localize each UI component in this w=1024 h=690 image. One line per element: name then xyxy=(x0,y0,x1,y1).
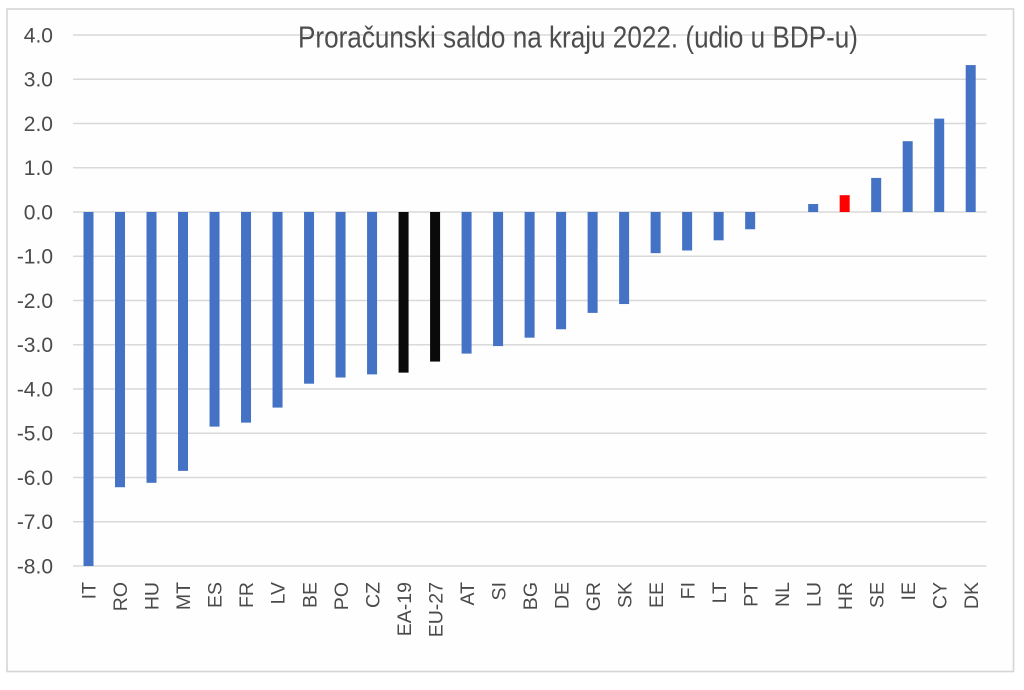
svg-text:-6.0: -6.0 xyxy=(17,467,53,490)
svg-text:CY: CY xyxy=(929,582,951,609)
svg-text:SI: SI xyxy=(488,582,510,600)
svg-text:CZ: CZ xyxy=(362,582,384,608)
svg-text:LT: LT xyxy=(709,582,731,603)
svg-text:DE: DE xyxy=(551,582,573,609)
svg-text:IE: IE xyxy=(898,582,920,600)
svg-text:-4.0: -4.0 xyxy=(17,378,53,401)
svg-text:FI: FI xyxy=(677,582,699,599)
svg-text:MT: MT xyxy=(173,582,195,610)
svg-text:FR: FR xyxy=(236,582,258,608)
svg-text:DK: DK xyxy=(961,582,983,609)
svg-text:LV: LV xyxy=(268,582,290,604)
svg-text:-7.0: -7.0 xyxy=(17,511,53,534)
svg-text:BG: BG xyxy=(520,582,542,610)
svg-text:4.0: 4.0 xyxy=(24,24,53,47)
svg-text:2.0: 2.0 xyxy=(24,113,53,136)
svg-text:1.0: 1.0 xyxy=(24,157,53,180)
svg-text:ES: ES xyxy=(205,582,227,608)
svg-text:EA-19: EA-19 xyxy=(394,582,416,636)
svg-text:IT: IT xyxy=(79,582,101,599)
svg-text:HU: HU xyxy=(142,582,164,610)
svg-text:Proračunski saldo na kraju 202: Proračunski saldo na kraju 2022. (udio u… xyxy=(298,20,858,55)
svg-text:PO: PO xyxy=(331,582,353,610)
svg-text:-3.0: -3.0 xyxy=(17,334,53,357)
svg-text:0.0: 0.0 xyxy=(24,201,53,224)
svg-text:-8.0: -8.0 xyxy=(17,555,53,578)
svg-text:-1.0: -1.0 xyxy=(17,246,53,269)
svg-text:AT: AT xyxy=(457,582,479,606)
svg-text:HR: HR xyxy=(835,582,857,610)
svg-text:SK: SK xyxy=(614,582,636,608)
svg-text:3.0: 3.0 xyxy=(24,69,53,92)
svg-text:EU-27: EU-27 xyxy=(425,582,447,637)
svg-text:PT: PT xyxy=(740,582,762,607)
svg-text:-2.0: -2.0 xyxy=(17,290,53,313)
svg-text:GR: GR xyxy=(583,582,605,611)
svg-text:NL: NL xyxy=(772,582,794,607)
svg-text:RO: RO xyxy=(110,582,132,611)
svg-text:-5.0: -5.0 xyxy=(17,423,53,446)
svg-text:BE: BE xyxy=(299,582,321,608)
svg-text:SE: SE xyxy=(866,582,888,608)
svg-text:LU: LU xyxy=(803,582,825,607)
svg-text:EE: EE xyxy=(646,582,668,608)
